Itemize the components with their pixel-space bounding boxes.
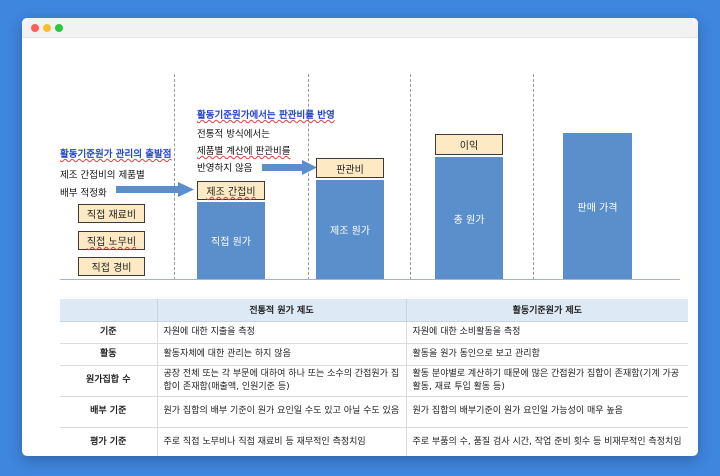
row-label: 배부 기준 <box>60 396 158 428</box>
mfg-overhead-label: 제조 간접비 <box>206 187 256 198</box>
maximize-window-button[interactable] <box>55 24 63 32</box>
cell-traditional: 공장 전체 또는 각 부문에 대하여 하나 또는 소수의 간접원가 집합이 존재… <box>157 365 407 397</box>
profit-label: 이익 <box>459 141 479 152</box>
abc-origin-line1: 제조 간접비의 제품별 <box>60 170 145 181</box>
close-window-button[interactable] <box>31 24 39 32</box>
cell-abc: 활동 분야별로 계산하기 때문에 많은 간접원가 집합이 존재함(기계 가공 활… <box>406 365 688 397</box>
direct-expense-label: 직접 경비 <box>91 263 132 274</box>
total-cost-label: 총 원가 <box>453 214 485 226</box>
table-row: 활동 활동자체에 대한 관리는 하지 않음 활동을 원가 동인으로 보고 관리함 <box>60 343 688 366</box>
cell-abc: 활동을 원가 동인으로 보고 관리함 <box>406 343 688 366</box>
table-row: 배부 기준 원가 집합의 배부 기준이 원가 요인일 수도 있고 아닐 수도 있… <box>60 396 688 428</box>
cell-traditional: 자원에 대한 지출을 측정 <box>157 321 407 344</box>
table-row: 원가집합 수 공장 전체 또는 각 부문에 대하여 하나 또는 소수의 간접원가… <box>60 365 688 397</box>
row-label: 기준 <box>60 321 158 344</box>
sales-price-bar: 판매 가격 <box>563 133 632 279</box>
direct-expense-tag: 직접 경비 <box>78 257 145 276</box>
profit-tag: 이익 <box>435 134 503 155</box>
table-row: 평가 기준 주로 직접 노무비나 직접 재료비 등 재무적인 측정치임 주로 부… <box>60 427 688 456</box>
mfg-cost-label: 제조 원가 <box>330 226 370 237</box>
direct-labor-label: 직접 노무비 <box>86 237 137 248</box>
direct-cost-bar: 직접 원가 <box>197 202 265 279</box>
cell-abc: 원가 집합의 배부기준이 원가 요인일 가능성이 매우 높음 <box>406 396 688 428</box>
table-header-row: 전통적 원가 제도 활동기준원가 제도 <box>60 299 688 322</box>
row-label: 평가 기준 <box>60 427 158 456</box>
direct-labor-tag: 직접 노무비 <box>78 231 145 250</box>
direct-material-tag: 직접 재료비 <box>78 204 145 223</box>
direct-material-label: 직접 재료비 <box>86 210 137 221</box>
divider-line <box>308 74 309 280</box>
minimize-window-button[interactable] <box>43 24 51 32</box>
table-row: 기준 자원에 대한 지출을 측정 자원에 대한 소비활동을 측정 <box>60 321 688 344</box>
comparison-table: 전통적 원가 제도 활동기준원가 제도 기준 자원에 대한 지출을 측정 자원에… <box>60 299 688 456</box>
sga-line1: 전통적 방식에서는 <box>197 129 270 140</box>
total-cost-bar: 총 원가 <box>435 157 503 279</box>
cell-traditional: 원가 집합의 배부 기준이 원가 요인일 수도 있고 아닐 수도 있음 <box>157 396 407 428</box>
sga-title: 활동기준원가에서는 판관비를 반영 <box>197 110 335 121</box>
divider-line <box>174 74 175 280</box>
cell-abc: 주로 부품의 수, 품질 검사 시간, 작업 준비 횟수 등 비재무적인 측정치… <box>406 427 688 456</box>
header-empty <box>60 299 158 322</box>
divider-line <box>533 74 534 280</box>
arrow-to-overhead-icon <box>116 182 194 197</box>
sga-line3: 반영하지 않음 <box>197 163 253 174</box>
header-traditional: 전통적 원가 제도 <box>157 299 407 322</box>
mfg-overhead-tag: 제조 간접비 <box>197 181 265 200</box>
title-bar <box>22 18 698 38</box>
arrow-to-sga-icon <box>262 160 317 175</box>
cell-abc: 자원에 대한 소비활동을 측정 <box>406 321 688 344</box>
direct-cost-label: 직접 원가 <box>211 237 251 248</box>
sga-tag: 판관비 <box>316 158 384 178</box>
app-window: 활동기준원가 관리의 출발점 제조 간접비의 제품별 배부 적정화 직접 재료비… <box>22 18 698 456</box>
row-label: 활동 <box>60 343 158 366</box>
abc-origin-title: 활동기준원가 관리의 출발점 <box>60 149 172 160</box>
sga-label: 판관비 <box>336 164 364 176</box>
divider-line <box>410 74 411 280</box>
cell-traditional: 활동자체에 대한 관리는 하지 않음 <box>157 343 407 366</box>
cell-traditional: 주로 직접 노무비나 직접 재료비 등 재무적인 측정치임 <box>157 427 407 456</box>
header-abc: 활동기준원가 제도 <box>406 299 688 322</box>
diagram-baseline <box>60 279 680 280</box>
mfg-cost-bar: 제조 원가 <box>316 180 384 279</box>
abc-origin-line2: 배부 적정화 <box>60 188 107 199</box>
row-label: 원가집합 수 <box>60 365 158 397</box>
sales-price-label: 판매 가격 <box>577 202 618 214</box>
sga-line2: 제품별 계산에 판관비를 <box>197 146 291 157</box>
slide-content: 활동기준원가 관리의 출발점 제조 간접비의 제품별 배부 적정화 직접 재료비… <box>22 38 698 456</box>
